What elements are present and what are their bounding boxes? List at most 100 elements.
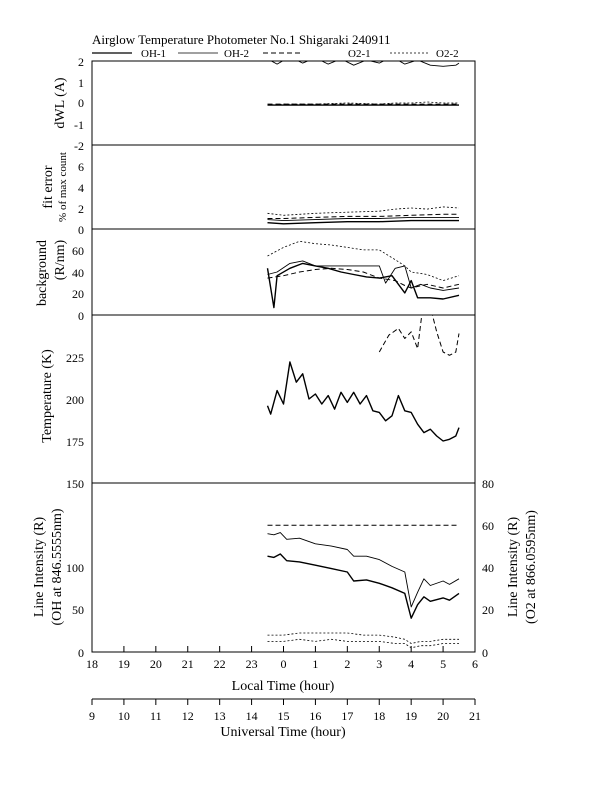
temperature-line-o2-1 [378,315,460,356]
x-tick-label: 19 [118,657,130,671]
legend: OH-1 OH-2 O2-1 O2-2 [92,48,459,60]
dwl-ylabel: dWL (A) [53,77,68,129]
fit-series-group [267,206,460,225]
x-tick-label: 23 [246,657,258,671]
x-tick-label: 21 [469,709,481,723]
dwl-series-group [267,61,460,106]
fit-line-o2-1 [267,213,459,219]
panel-dwl-frame [91,60,476,146]
x-tick-label: 3 [376,657,382,671]
panel-fit-frame [91,144,476,230]
x-tick-label: 18 [373,709,385,723]
panel-intensity-frame [91,482,476,653]
fit-ylabel-2: % of max count [57,152,69,222]
x-tick-label: 16 [309,709,321,723]
background-ytick: 20 [72,287,84,301]
intensity-ytick-right: 40 [482,561,494,575]
x-tick-label: 0 [281,657,287,671]
x-tick-label: 13 [214,709,226,723]
legend-oh1: OH-1 [141,48,166,60]
background-line-oh-1 [266,262,460,309]
dwl-ytick: -2 [74,139,84,153]
legend-oh2: OH-2 [224,48,249,60]
ut-time-xlabel: Universal Time (hour) [220,725,346,740]
dwl-ytick: 2 [78,55,84,69]
x-tick-label: 22 [214,657,226,671]
fit-ytick: 0 [78,223,84,237]
fit-ytick: 2 [78,202,84,216]
background-ytick: 60 [72,244,84,258]
local-time-xticks: 18 19 20 21 22 23 0 1 2 3 4 5 6 [86,646,478,671]
x-tick-label: 14 [246,709,258,723]
temperature-ylabel: Temperature (K) [40,349,55,443]
x-tick-label: 5 [440,657,446,671]
background-ylabel-1: background [35,240,50,306]
dwl-line-oh-2 [270,61,460,67]
fit-ytick: 6 [78,160,84,174]
x-tick-label: 10 [118,709,130,723]
intensity-ytick-right: 0 [482,646,488,660]
intensity-yticks-left: 100 50 0 [66,561,84,660]
temperature-line-oh-1 [266,361,460,442]
intensity-line-o2-2 [267,632,459,644]
intensity-ylabel-right-2: (O2 at 866.0595nm) [524,510,539,624]
background-ylabel-2: (R/nm) [53,239,68,280]
x-tick-label: 12 [182,709,194,723]
background-line-o2-2 [267,240,460,282]
temperature-ytick: 200 [66,393,84,407]
intensity-ytick-right: 60 [482,519,494,533]
x-tick-label: 18 [86,657,98,671]
plot-layer [266,61,460,649]
x-tick-label: 9 [89,709,95,723]
background-series-group [266,240,460,309]
temperature-ytick: 150 [66,477,84,491]
ut-xticks: 9 10 11 12 13 14 15 16 17 18 19 20 21 [89,699,481,723]
temperature-ytick: 225 [66,351,84,365]
x-tick-label: 2 [344,657,350,671]
x-tick-label: 15 [278,709,290,723]
dwl-ytick: 0 [78,96,84,110]
temperature-yticks: 225 200 175 150 [66,351,84,491]
intensity-ylabel-left-2: (OH at 846.5555nm) [50,508,65,625]
fit-yticks: 6 4 2 0 [78,160,84,237]
x-tick-label: 20 [437,709,449,723]
fit-ylabel-1: fit error [41,165,56,208]
temperature-ytick: 175 [66,435,84,449]
fit-line-oh-2 [267,216,459,222]
background-ytick: 40 [72,266,84,280]
local-time-xlabel: Local Time (hour) [232,679,335,694]
fit-line-oh-1 [267,219,459,225]
background-line-oh-2 [267,260,460,291]
intensity-ytick-left: 0 [78,646,84,660]
intensity-line-o2-3 [267,638,459,649]
intensity-ytick-right: 80 [482,477,494,491]
background-ytick: 0 [78,309,84,323]
dwl-ytick: -1 [74,118,84,132]
x-tick-label: 1 [312,657,318,671]
fit-line-o2-2 [267,206,460,216]
background-yticks: 60 40 20 0 [72,244,84,323]
x-tick-label: 21 [182,657,194,671]
intensity-ytick-left: 100 [66,561,84,575]
intensity-ylabel-left-1: Line Intensity (R) [32,517,47,618]
intensity-ytick-right: 20 [482,603,494,617]
x-tick-label: 11 [150,709,162,723]
legend-o21: O2-1 [348,48,371,60]
intensity-line-oh-1 [267,553,460,619]
x-tick-label: 6 [472,657,478,671]
intensity-line-oh-2 [267,532,460,608]
background-line-o2-1 [267,267,460,289]
chart-title: Airglow Temperature Photometer No.1 Shig… [92,32,391,47]
x-tick-label: 4 [408,657,414,671]
x-tick-label: 20 [150,657,162,671]
intensity-yticks-right: 80 60 40 20 0 [482,477,494,660]
dwl-yticks: 2 1 0 -1 -2 [74,55,84,153]
x-tick-label: 17 [341,709,353,723]
intensity-ytick-left: 50 [72,603,84,617]
temperature-series-group [266,315,460,442]
legend-o22: O2-2 [436,48,459,60]
dwl-ytick: 1 [78,76,84,90]
panel-temperature-frame [91,314,476,484]
x-tick-label: 19 [405,709,417,723]
